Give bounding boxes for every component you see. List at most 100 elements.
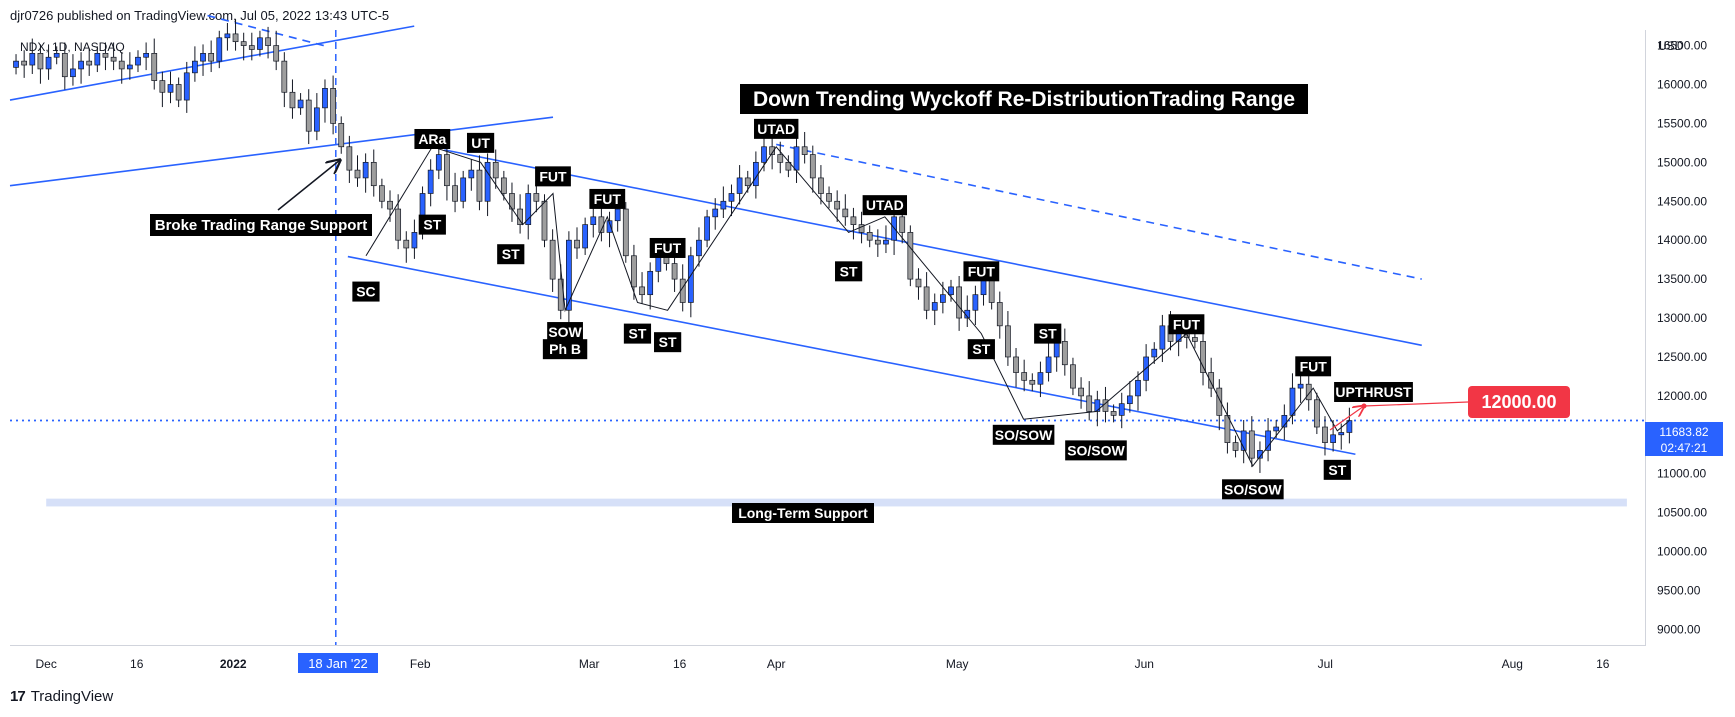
y-tick-label: 10500.00 <box>1657 506 1707 520</box>
candle-down <box>395 208 402 241</box>
candle-down <box>118 60 125 70</box>
x-tick-label: Jun <box>1135 657 1154 671</box>
candle-down <box>273 45 280 62</box>
candle-up <box>53 53 60 58</box>
upper-trend-dash <box>202 13 324 47</box>
candle-down <box>370 161 377 187</box>
x-tick-label: Aug <box>1502 657 1523 671</box>
wyckoff-label: FUT <box>1300 358 1328 374</box>
candle-down <box>834 200 841 210</box>
target-badge[interactable] <box>1468 386 1570 418</box>
target-label: 12000.00 <box>1481 392 1556 412</box>
wyckoff-label: ST <box>502 246 520 262</box>
last-price-countdown: 02:47:21 <box>1661 441 1708 455</box>
candle-up <box>1297 383 1304 389</box>
candle-up <box>696 239 702 257</box>
candle-down <box>151 53 158 81</box>
wyckoff-label-bg <box>649 237 686 258</box>
support-zone-band <box>46 498 1627 507</box>
vertical-marker-badge[interactable] <box>298 653 378 673</box>
x-tick-label: 16 <box>673 657 687 671</box>
y-tick-label: 16000.00 <box>1657 77 1707 91</box>
candle-down <box>265 37 271 46</box>
target-arrow <box>1363 401 1469 407</box>
candle-up <box>1045 356 1052 373</box>
candle-down <box>240 41 247 46</box>
candle-up <box>135 56 141 66</box>
wyckoff-label: UTAD <box>757 121 795 137</box>
candle-up <box>761 146 767 163</box>
candle-up <box>29 53 36 66</box>
candle-up <box>1257 450 1263 459</box>
candle-down <box>907 232 914 280</box>
symbol-line: NDX, 1D, NASDAQ <box>20 40 125 54</box>
support-label-bg <box>732 503 874 523</box>
wyckoff-label-bg <box>1323 459 1351 480</box>
y-tick-label: 12500.00 <box>1657 350 1707 364</box>
y-tick-label: 14000.00 <box>1657 233 1707 247</box>
last-price-badge[interactable] <box>1645 422 1723 456</box>
candle-down <box>37 53 44 70</box>
candle-up <box>192 60 198 74</box>
x-tick-label: Dec <box>36 657 57 671</box>
wyckoff-label-bg <box>754 118 799 139</box>
candle-up <box>1289 387 1296 416</box>
wyckoff-label-bg <box>1168 314 1205 335</box>
wyckoff-label-bg <box>547 322 583 343</box>
candle-down <box>330 88 336 124</box>
candle-down <box>1208 372 1215 389</box>
x-tick-label: Apr <box>767 657 786 671</box>
candle-down <box>744 177 751 187</box>
wyckoff-label: UTAD <box>866 197 904 213</box>
wyckoff-label-bg <box>967 339 995 360</box>
wyckoff-label: UT <box>471 135 490 151</box>
candle-down <box>1232 442 1239 451</box>
wyckoff-label: FUT <box>1173 316 1201 332</box>
wyckoff-label-bg <box>1222 479 1284 500</box>
candle-down <box>1322 426 1328 443</box>
candle-down <box>1029 379 1036 385</box>
candle-up <box>704 216 710 241</box>
candle-up <box>322 88 328 109</box>
candle-down <box>1021 372 1028 381</box>
candle-up <box>1094 399 1101 412</box>
last-price-value: 11683.82 <box>1659 425 1708 439</box>
candle-down <box>1086 395 1093 412</box>
x-tick-label: 2022 <box>220 657 247 671</box>
annotation-bg <box>150 214 372 236</box>
candle-up <box>1159 325 1166 350</box>
candle-up <box>590 216 597 225</box>
candle-down <box>492 161 499 179</box>
wyckoff-label-bg <box>1034 323 1062 344</box>
wyckoff-label: ST <box>423 217 441 233</box>
wyckoff-label: UPTHRUST <box>1335 384 1412 400</box>
y-tick-label: 9500.00 <box>1657 584 1701 598</box>
candle-up <box>931 302 938 311</box>
channel-upper-line <box>444 149 1422 347</box>
wyckoff-label: ARa <box>418 131 446 147</box>
candle-up <box>793 146 800 171</box>
candle-up <box>1330 434 1336 443</box>
candle-down <box>956 286 962 319</box>
candle-up <box>224 33 231 39</box>
candle-down <box>988 278 995 303</box>
wyckoff-label-bg <box>992 424 1055 445</box>
wyckoff-label: SO/SOW <box>995 427 1053 443</box>
candle-up <box>883 239 889 245</box>
candle-up <box>468 169 475 179</box>
x-tick-label: 16 <box>1596 657 1610 671</box>
footer-brand[interactable]: 17 TradingView <box>10 688 113 705</box>
target-point <box>1361 403 1367 409</box>
wyckoff-label-bg <box>414 128 451 149</box>
channel-upper-dashed <box>776 143 1422 280</box>
x-tick-label: Feb <box>410 657 431 671</box>
candle-up <box>362 161 369 179</box>
x-tick-label: Jul <box>1318 657 1333 671</box>
candle-down <box>305 99 312 132</box>
wyckoff-label: ST <box>840 263 858 279</box>
y-tick-label: 15500.00 <box>1657 116 1707 130</box>
candle-up <box>614 208 621 222</box>
candle-down <box>175 84 182 101</box>
y-tick-label: 10000.00 <box>1657 545 1707 559</box>
